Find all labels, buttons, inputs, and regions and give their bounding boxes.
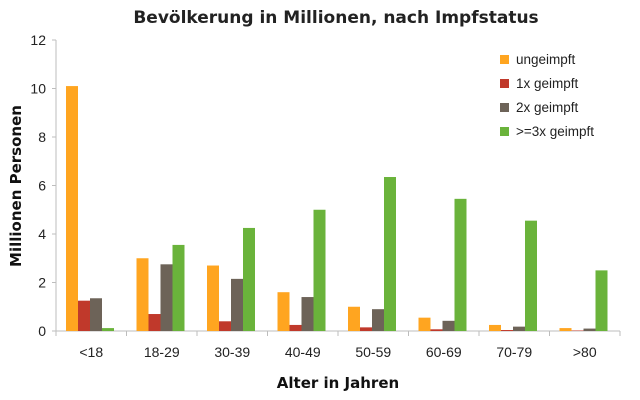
- bar: [313, 209, 326, 331]
- legend-swatch: [500, 79, 509, 88]
- bar: [219, 321, 231, 331]
- bar: [430, 329, 443, 331]
- y-tick-label: 10: [30, 81, 46, 97]
- y-axis-ticks: 0 2 4 6 8 10 12: [30, 32, 56, 339]
- legend-label: 1x geimpft: [516, 76, 579, 91]
- bar: [583, 328, 596, 331]
- x-tick-label: >80: [573, 344, 597, 360]
- legend-label: 2x geimpft: [516, 100, 579, 115]
- y-axis-title: Millionen Personen: [7, 105, 25, 267]
- bar: [90, 298, 102, 331]
- bar: [136, 258, 149, 331]
- bar: [160, 264, 173, 331]
- legend-swatch: [500, 55, 509, 64]
- bar: [277, 292, 290, 331]
- legend-swatch: [500, 127, 509, 136]
- y-tick-label: 12: [30, 32, 46, 48]
- y-tick-label: 4: [38, 226, 46, 242]
- bars: [66, 86, 608, 331]
- bar: [289, 324, 302, 331]
- legend-label: >=3x geimpft: [516, 124, 594, 139]
- x-axis-ticks: <18 18-29 30-39 40-49 50-59 60-69 70-79 >80: [55, 331, 621, 360]
- bar: [78, 300, 90, 331]
- bar: [172, 244, 185, 331]
- y-tick-label: 8: [38, 129, 46, 145]
- x-tick-label: <18: [79, 344, 103, 360]
- bar: [243, 227, 255, 331]
- bar: [102, 328, 114, 331]
- bar: [489, 324, 501, 331]
- bar: [418, 317, 431, 331]
- bar: [207, 265, 219, 331]
- x-tick-label: 40-49: [285, 344, 321, 360]
- x-tick-label: 50-59: [355, 344, 391, 360]
- bar: [513, 326, 525, 331]
- bar: [360, 327, 372, 331]
- y-tick-label: 2: [38, 275, 46, 291]
- x-tick-label: 60-69: [426, 344, 462, 360]
- bar: [525, 220, 537, 331]
- y-tick-label: 6: [38, 178, 46, 194]
- bar: [348, 306, 360, 331]
- bar: [301, 297, 314, 331]
- bar: [501, 330, 513, 331]
- bar: [384, 177, 396, 331]
- legend: ungeimpft 1x geimpft 2x geimpft >=3x geimpf…: [500, 52, 594, 139]
- bar: [595, 270, 608, 331]
- bar: [372, 309, 384, 331]
- x-tick-label: 70-79: [496, 344, 532, 360]
- bar: [454, 198, 467, 331]
- bar: [231, 278, 243, 331]
- x-tick-label: 18-29: [144, 344, 180, 360]
- chart-title: Bevölkerung in Millionen, nach Impfstatu…: [133, 8, 538, 28]
- bar: [148, 314, 161, 331]
- x-axis-title: Alter in Jahren: [277, 374, 399, 392]
- x-tick-label: 30-39: [214, 344, 250, 360]
- bar: [559, 328, 572, 331]
- y-tick-label: 0: [38, 323, 46, 339]
- bar: [442, 320, 455, 331]
- legend-label: ungeimpft: [516, 52, 576, 67]
- bar: [66, 86, 78, 331]
- legend-swatch: [500, 103, 509, 112]
